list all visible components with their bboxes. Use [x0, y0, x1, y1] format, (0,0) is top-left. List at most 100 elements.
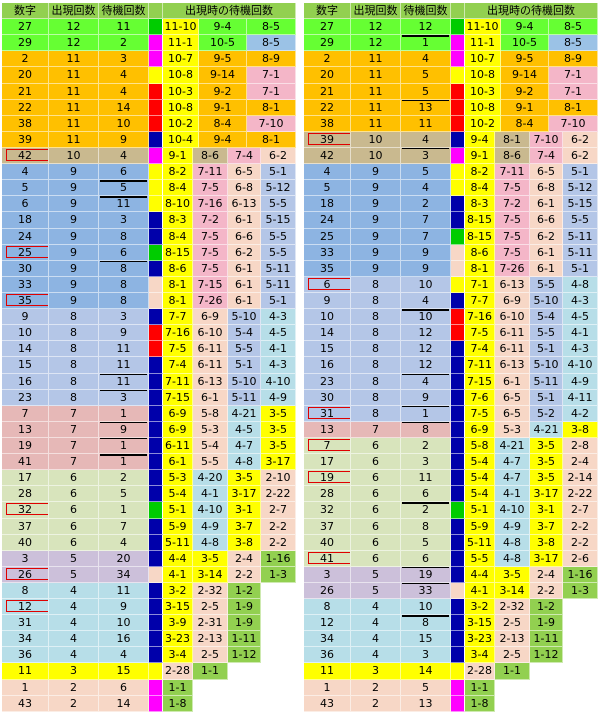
interval-cell: 7-5: [495, 228, 530, 245]
wait-cell: 10: [401, 309, 451, 326]
count-cell: 9: [351, 196, 401, 213]
interval-cell: 10-5: [501, 35, 549, 52]
table-row: 29 12 1 11-1 10-5 8-5: [304, 35, 598, 52]
table-row: 36 4 3 3-4 2-5 1-12: [304, 647, 598, 664]
highlight-box: [6, 148, 48, 161]
wait-text: 8: [120, 293, 127, 307]
table-row: 2 11 3 10-7 9-5 8-9: [2, 51, 296, 68]
wait-text: 9: [422, 245, 429, 259]
count-cell: 4: [49, 647, 99, 664]
number-text: 15: [320, 342, 334, 356]
separator-line: [402, 566, 449, 569]
number-cell: 9: [2, 309, 49, 326]
interval-cell: 5-1: [228, 357, 261, 374]
count-cell: 11: [49, 99, 99, 116]
interval-cell: [261, 631, 296, 648]
color-swatch: [149, 421, 163, 438]
color-swatch: [451, 67, 465, 84]
interval-cell: 2-10: [261, 470, 296, 487]
color-swatch: [451, 51, 465, 68]
interval-cell: 1-12: [530, 647, 563, 664]
interval-cell: [563, 615, 598, 632]
interval-cell: 8-1: [163, 292, 193, 310]
number-text: 9: [21, 310, 29, 324]
interval-cell: 6-11: [495, 325, 530, 342]
interval-cell: 7-1: [465, 276, 495, 293]
table-row: 25 9 7 8-15 7-5 6-2 5-11: [304, 228, 598, 245]
interval-cell: 8-15: [465, 212, 495, 229]
wait-text: 9: [120, 132, 127, 146]
number-cell: 1: [304, 679, 351, 696]
count-cell: 7: [49, 437, 99, 455]
interval-cell: 5-4: [465, 486, 495, 503]
wait-cell: 5: [99, 486, 149, 503]
number-cell: 40: [2, 534, 49, 551]
interval-cell: 1-11: [530, 631, 563, 648]
number-text: 33: [18, 277, 32, 291]
interval-cell: 7-5: [495, 244, 530, 261]
interval-cell: 6-1: [228, 212, 261, 229]
number-cell: 42: [2, 147, 49, 165]
interval-cell: 3-17: [530, 550, 563, 567]
count-cell: 12: [49, 19, 99, 36]
table-row: 8 4 11 3-2 2-32 1-2: [2, 582, 296, 600]
table-row: 24 9 7 8-15 7-5 6-6 5-5: [304, 212, 598, 229]
table-row: 23 8 3 7-15 6-1 5-11 4-9: [2, 389, 296, 406]
wait-text: 8: [422, 519, 429, 533]
table-row: 15 8 11 7-4 6-11 5-1 4-3: [2, 357, 296, 374]
wait-cell: 2: [401, 502, 451, 519]
color-swatch: [149, 244, 163, 261]
table-row: 2 11 4 10-7 9-5 8-9: [304, 51, 598, 68]
wait-cell: 4: [401, 373, 451, 390]
wait-cell: 7: [401, 212, 451, 229]
number-cell: 3: [2, 550, 49, 567]
table-row: 19 6 11 5-4 4-7 3-5 2-14: [304, 470, 598, 487]
interval-cell: 3-8: [228, 534, 261, 551]
interval-cell: 8-2: [163, 164, 193, 181]
color-swatch: [149, 212, 163, 229]
separator-line: [402, 405, 449, 408]
wait-cell: 3: [99, 212, 149, 229]
interval-cell: 3-7: [228, 518, 261, 535]
number-text: 43: [18, 696, 32, 710]
number-cell: 13: [2, 421, 49, 438]
color-swatch: [451, 582, 465, 600]
count-cell: 9: [351, 260, 401, 277]
color-swatch: [149, 131, 163, 148]
interval-cell: 6-1: [193, 389, 228, 406]
number-text: 34: [18, 632, 32, 646]
color-swatch: [451, 276, 465, 293]
table-row: 26 5 33 4-1 3-14 2-2 1-3: [304, 582, 598, 600]
interval-cell: 3-2: [465, 599, 495, 616]
header-swatch-spacer: [451, 3, 465, 20]
color-swatch: [149, 695, 163, 712]
wait-text: 34: [116, 567, 131, 581]
color-swatch: [451, 373, 465, 390]
interval-cell: 2-4: [563, 454, 598, 471]
interval-cell: 5-5: [563, 212, 598, 229]
interval-cell: 8-1: [247, 99, 296, 116]
interval-cell: 4-1: [261, 341, 296, 358]
interval-cell: 2-5: [495, 647, 530, 664]
wait-text: 3: [120, 390, 127, 404]
number-text: 40: [320, 535, 334, 549]
interval-cell: 2-22: [563, 486, 598, 503]
interval-cell: 6-13: [495, 276, 530, 293]
wait-cell: 19: [401, 566, 451, 583]
interval-cell: 3-2: [163, 582, 193, 600]
number-cell: 25: [304, 228, 351, 245]
wait-text: 2: [422, 438, 429, 452]
interval-cell: [563, 599, 598, 616]
table-row: 10 8 10 7-16 6-10 5-4 4-5: [304, 309, 598, 326]
count-cell: 11: [49, 115, 99, 132]
wait-cell: 12: [401, 341, 451, 358]
interval-cell: 6-9: [495, 292, 530, 310]
interval-cell: 2-5: [495, 615, 530, 632]
count-cell: 4: [351, 647, 401, 664]
wait-cell: 5: [99, 180, 149, 197]
number-cell: 13: [304, 421, 351, 438]
table-row: 14 8 11 7-5 6-11 5-5 4-1: [2, 341, 296, 358]
table-row: 43 2 14 1-8: [2, 695, 296, 712]
interval-cell: 8-5: [549, 19, 598, 36]
number-text: 38: [18, 116, 32, 130]
